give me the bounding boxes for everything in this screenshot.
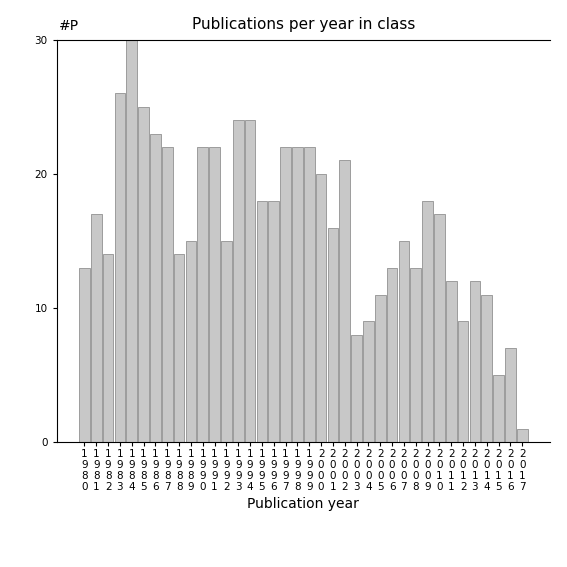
Bar: [91, 214, 101, 442]
Bar: [446, 281, 456, 442]
Bar: [505, 348, 516, 442]
Bar: [280, 147, 291, 442]
Bar: [150, 134, 161, 442]
Text: #P: #P: [58, 19, 79, 33]
Bar: [434, 214, 445, 442]
Bar: [197, 147, 208, 442]
Bar: [209, 147, 220, 442]
Bar: [268, 201, 279, 442]
Bar: [328, 227, 338, 442]
Bar: [422, 201, 433, 442]
Bar: [221, 241, 232, 442]
Bar: [411, 268, 421, 442]
Bar: [257, 201, 267, 442]
Bar: [138, 107, 149, 442]
Bar: [399, 241, 409, 442]
Title: Publications per year in class: Publications per year in class: [192, 16, 415, 32]
Bar: [316, 174, 327, 442]
Bar: [363, 321, 374, 442]
Bar: [79, 268, 90, 442]
Bar: [387, 268, 397, 442]
Bar: [481, 295, 492, 442]
Bar: [103, 255, 113, 442]
Bar: [458, 321, 468, 442]
Bar: [115, 94, 125, 442]
X-axis label: Publication year: Publication year: [247, 497, 359, 511]
Bar: [126, 40, 137, 442]
Bar: [469, 281, 480, 442]
Bar: [292, 147, 303, 442]
Bar: [245, 120, 255, 442]
Bar: [304, 147, 315, 442]
Bar: [233, 120, 244, 442]
Bar: [375, 295, 386, 442]
Bar: [174, 255, 184, 442]
Bar: [185, 241, 196, 442]
Bar: [493, 375, 504, 442]
Bar: [352, 335, 362, 442]
Bar: [517, 429, 527, 442]
Bar: [340, 160, 350, 442]
Bar: [162, 147, 172, 442]
